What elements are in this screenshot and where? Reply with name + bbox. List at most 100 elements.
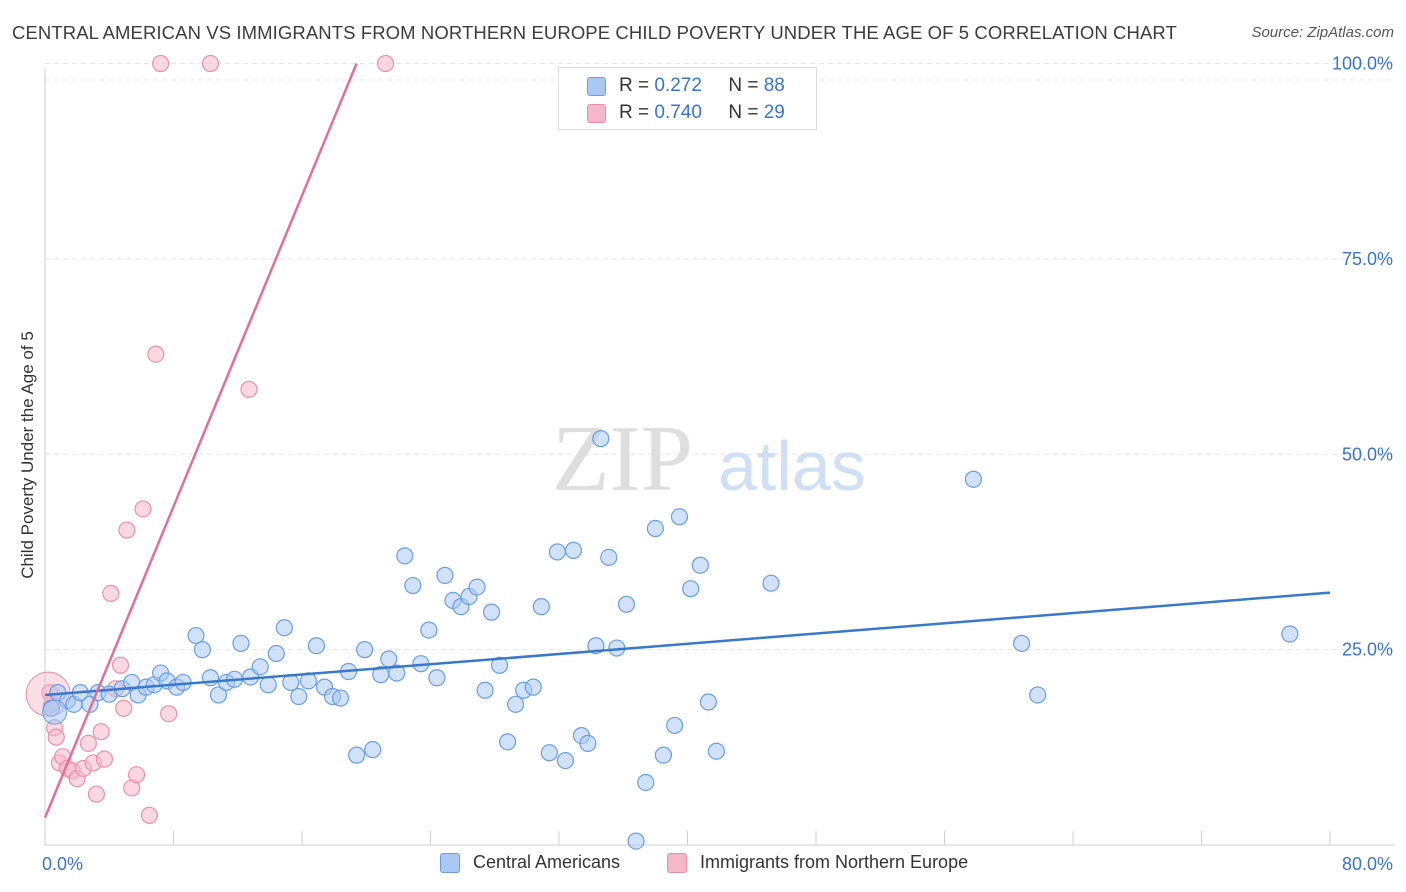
point-central-americans (388, 664, 406, 682)
point-central-americans (1012, 634, 1031, 652)
point-central-americans (524, 678, 542, 696)
point-central-americans (404, 576, 422, 595)
watermark-zip: ZIP (552, 407, 693, 511)
point-central-americans (964, 470, 983, 488)
n-label: N = (728, 75, 759, 96)
point-central-americans (209, 686, 228, 704)
point-central-americans (348, 746, 366, 764)
point-northern-europe (47, 728, 65, 746)
watermark: ZIP atlas (552, 407, 866, 511)
point-central-americans (187, 626, 205, 645)
point-central-americans (617, 595, 636, 613)
point-northern-europe (147, 345, 165, 363)
point-central-americans (507, 695, 525, 713)
point-central-americans (499, 733, 517, 751)
point-northern-europe (152, 54, 170, 73)
point-northern-europe (87, 785, 106, 803)
correlation-legend: R = 0.272 N = 88 R = 0.740 N = 29 (558, 67, 817, 130)
point-central-americans (290, 687, 308, 706)
legend-swatch-pink (587, 104, 606, 123)
point-central-americans (682, 580, 700, 598)
point-central-americans (193, 641, 212, 659)
x-tick-labels: 0.0% 80.0% (42, 854, 1393, 874)
legend-stats: R = 0.272 N = 88 (619, 75, 785, 97)
point-northern-europe (134, 500, 152, 518)
n-value: 29 (763, 102, 785, 123)
point-northern-europe (111, 656, 130, 674)
point-central-americans (548, 543, 566, 561)
point-central-americans (307, 637, 326, 655)
point-central-americans (490, 656, 509, 674)
point-central-americans (482, 603, 501, 621)
point-central-americans (356, 641, 374, 659)
trend-line-northern-europe (43, 63, 358, 819)
point-central-americans (646, 519, 664, 538)
trend-line-central-americans (44, 591, 1331, 697)
point-northern-europe (201, 54, 220, 73)
y-tick-label: 100.0% (1332, 54, 1393, 74)
point-central-americans (532, 598, 550, 616)
point-central-americans (627, 832, 645, 850)
legend-swatch-blue (587, 77, 606, 96)
point-northern-europe (376, 54, 395, 73)
point-northern-europe (115, 699, 133, 717)
point-central-americans (331, 689, 350, 707)
legend-stats: R = 0.740 N = 29 (619, 102, 785, 124)
grid-lines (45, 63, 1395, 651)
trend-lines (43, 63, 1331, 819)
point-central-americans (364, 741, 382, 759)
point-central-americans (670, 508, 689, 526)
r-label: R = (619, 75, 650, 96)
y-tick-label: 75.0% (1342, 249, 1393, 269)
point-central-americans-cluster (42, 699, 68, 725)
point-northern-europe (92, 723, 110, 741)
series-legend: Central Americans Immigrants from Northe… (0, 852, 1406, 876)
watermark-atlas: atlas (718, 427, 866, 505)
point-central-americans (1029, 686, 1047, 704)
point-central-americans (232, 634, 250, 652)
point-central-americans (275, 619, 293, 637)
point-central-americans (762, 574, 780, 592)
point-northern-europe (240, 380, 258, 398)
point-northern-europe (160, 705, 178, 723)
point-central-americans (396, 547, 414, 565)
n-label: N = (728, 102, 759, 123)
legend-swatch-blue (440, 853, 460, 873)
y-tick-labels: 25.0% 50.0% 75.0% 100.0% (1332, 54, 1393, 660)
point-central-americans (666, 716, 684, 735)
point-central-americans (476, 681, 494, 699)
point-central-americans (428, 669, 446, 687)
point-northern-europe (118, 521, 136, 539)
point-central-americans (707, 742, 726, 760)
point-central-americans (251, 658, 269, 676)
point-central-americans (637, 773, 655, 792)
x-tick-label: 0.0% (42, 854, 83, 874)
point-central-americans (436, 566, 454, 584)
point-central-americans (564, 541, 583, 559)
point-northern-europe (140, 806, 159, 824)
legend-label: Immigrants from Northern Europe (700, 852, 969, 872)
point-central-americans (540, 744, 558, 762)
point-central-americans (654, 746, 673, 764)
point-northern-europe (95, 750, 114, 768)
point-central-americans (592, 430, 610, 448)
y-tick-label: 50.0% (1342, 444, 1393, 464)
r-label: R = (619, 102, 650, 123)
r-value: 0.272 (654, 75, 702, 96)
point-central-americans (380, 650, 398, 668)
x-tick-label: 80.0% (1342, 854, 1393, 874)
point-central-americans (468, 578, 486, 596)
point-northern-europe (79, 734, 97, 753)
n-value: 88 (763, 75, 785, 96)
point-northern-europe (127, 766, 146, 784)
legend-swatch-pink (667, 853, 687, 873)
chart-title: CENTRAL AMERICAN VS IMMIGRANTS FROM NORT… (12, 22, 1177, 43)
point-central-americans (420, 621, 438, 639)
point-central-americans (259, 676, 277, 694)
point-central-americans (691, 556, 709, 574)
legend-label: Central Americans (473, 852, 621, 872)
point-central-americans (579, 734, 597, 753)
point-central-americans (267, 644, 285, 663)
point-central-americans (699, 693, 717, 711)
